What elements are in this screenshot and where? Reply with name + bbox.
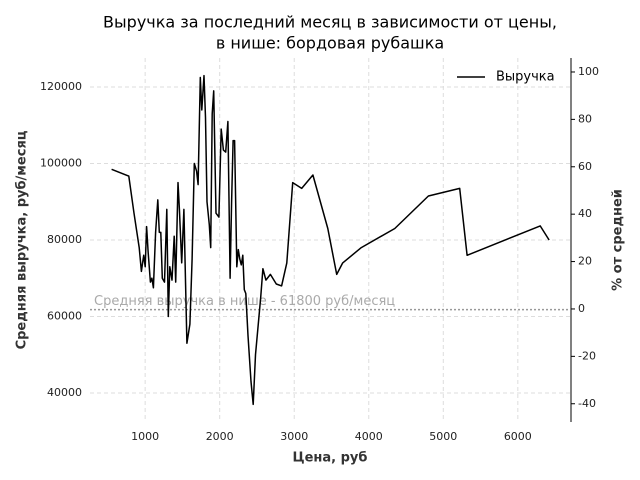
y-tick-label: 100000 [40,157,82,170]
y-tick-label: 80000 [47,233,82,246]
data-line [111,74,550,406]
y2-tick-label: -40 [578,397,596,410]
y2-axis-label: % от средней [611,189,626,291]
legend-label: Выручка [496,70,555,85]
x-tick-label: 1000 [131,430,159,443]
y-tick-label: 120000 [40,80,82,93]
x-tick-label: 2000 [206,430,234,443]
x-tick-label: 4000 [355,430,383,443]
chart-subtitle: в нише: бордовая рубашка [216,34,444,53]
y-axis-label: Средняя выручка, руб/месяц [15,130,30,349]
x-tick-label: 6000 [504,430,532,443]
y-tick-label: 40000 [47,386,82,399]
chart-title: Выручка за последний месяц в зависимости… [103,13,557,32]
y2-tick-label: 60 [578,160,592,173]
y2-tick-label: 80 [578,112,592,125]
y2-tick-label: 100 [578,65,599,78]
x-axis-label: Цена, руб [293,451,368,466]
x-tick-label: 5000 [429,430,457,443]
y2-tick-label: -20 [578,349,596,362]
y-tick-label: 60000 [47,309,82,322]
x-tick-label: 3000 [280,430,308,443]
y2-tick-label: 0 [578,302,585,315]
y2-tick-label: 20 [578,255,592,268]
y2-tick-label: 40 [578,207,592,220]
annotation: Средняя выручка в нише - 61800 руб/месяц [94,294,395,309]
